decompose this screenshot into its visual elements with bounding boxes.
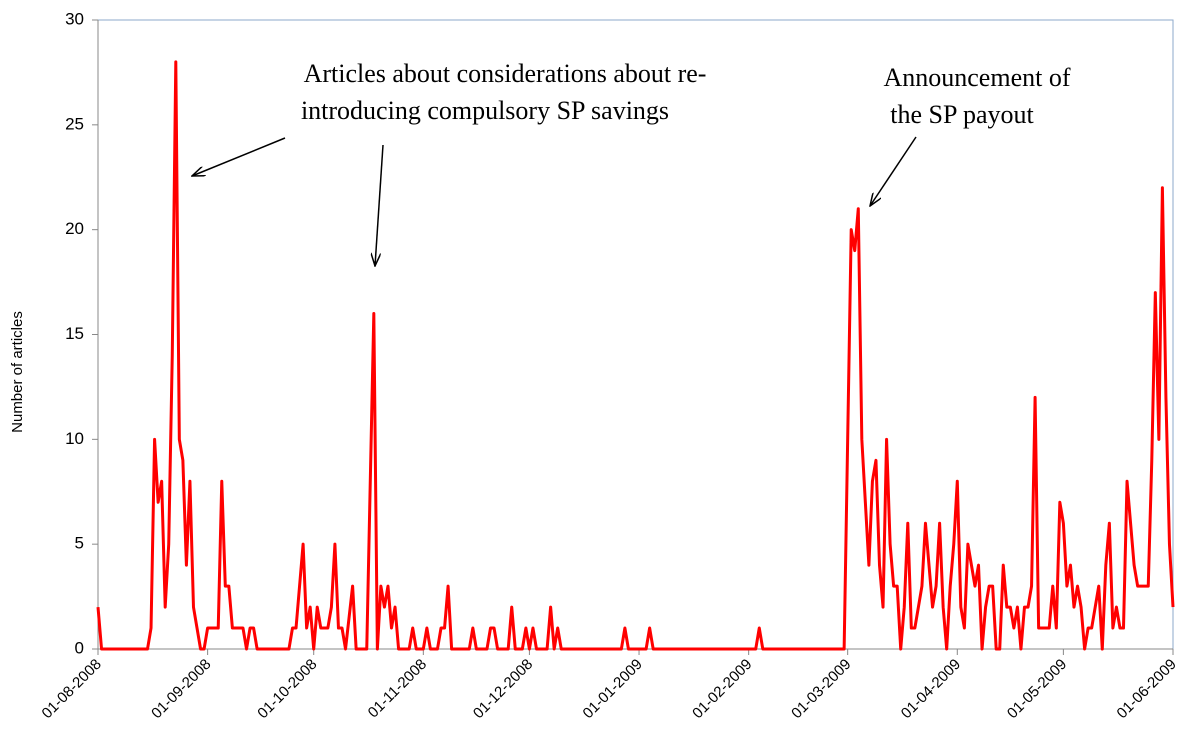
arrow bbox=[192, 137, 286, 176]
x-tick-label: 01-03-2009 bbox=[788, 656, 854, 722]
x-tick-label: 01-10-2008 bbox=[254, 656, 320, 722]
y-tick-label: 0 bbox=[75, 638, 84, 657]
x-tick-label: 01-04-2009 bbox=[898, 656, 964, 722]
y-tick-label: 30 bbox=[65, 9, 84, 28]
x-tick-label: 01-01-2009 bbox=[580, 656, 646, 722]
arrow bbox=[870, 136, 917, 206]
y-tick-label: 20 bbox=[65, 219, 84, 238]
arrow bbox=[375, 144, 384, 266]
y-axis-label: Number of articles bbox=[9, 311, 26, 433]
y-tick-label: 10 bbox=[65, 429, 84, 448]
line bbox=[96, 60, 1175, 651]
x-tick-label: 01-05-2009 bbox=[1004, 656, 1070, 722]
annotation: Articles about considerations about re- bbox=[304, 59, 707, 88]
x-tick-label: 01-12-2008 bbox=[470, 656, 536, 722]
x-tick-label: 01-02-2009 bbox=[689, 656, 755, 722]
y-tick-label: 25 bbox=[65, 114, 84, 133]
y-tick-label: 5 bbox=[75, 534, 84, 553]
x-tick-label: 01-08-2008 bbox=[39, 656, 105, 722]
x-tick-label: 01-09-2008 bbox=[148, 656, 214, 722]
x-tick-label: 01-06-2009 bbox=[1114, 656, 1180, 722]
annotation: introducing compulsory SP savings bbox=[301, 96, 669, 125]
x-tick-label: 01-11-2008 bbox=[365, 656, 430, 721]
y-tick-label: 15 bbox=[65, 324, 84, 343]
annotation: Announcement of bbox=[883, 63, 1070, 92]
annotation: the SP payout bbox=[890, 100, 1034, 129]
